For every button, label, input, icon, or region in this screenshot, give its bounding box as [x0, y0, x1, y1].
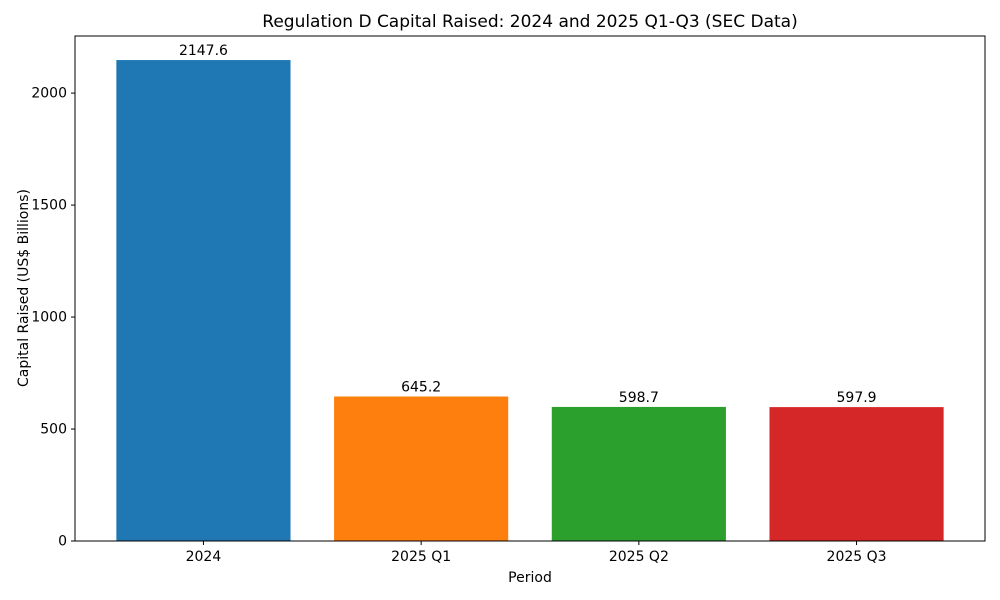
y-tick-label: 1000 — [31, 310, 67, 326]
x-tick-label: 2025 Q3 — [827, 549, 887, 565]
y-tick-label: 1500 — [31, 198, 67, 214]
bar-2024 — [116, 60, 291, 542]
bar-2025-q1 — [334, 396, 509, 541]
chart-title: Regulation D Capital Raised: 2024 and 20… — [262, 12, 798, 32]
bar-value-label: 597.9 — [837, 390, 877, 406]
x-tick-label: 2025 Q2 — [609, 549, 669, 565]
y-tick-label: 2000 — [31, 86, 67, 102]
x-tick-label: 2024 — [186, 549, 222, 565]
bar-2025-q2 — [551, 406, 726, 541]
bar-value-label: 598.7 — [619, 390, 659, 406]
bar-value-label: 645.2 — [401, 380, 441, 396]
y-tick-label: 0 — [58, 534, 67, 550]
plot-box — [74, 35, 986, 542]
bar-value-label: 2147.6 — [179, 43, 228, 59]
bar-2025-q3 — [769, 407, 944, 541]
y-tick-label: 500 — [40, 422, 67, 438]
x-tick-label: 2025 Q1 — [391, 549, 451, 565]
x-axis-label: Period — [508, 570, 552, 586]
